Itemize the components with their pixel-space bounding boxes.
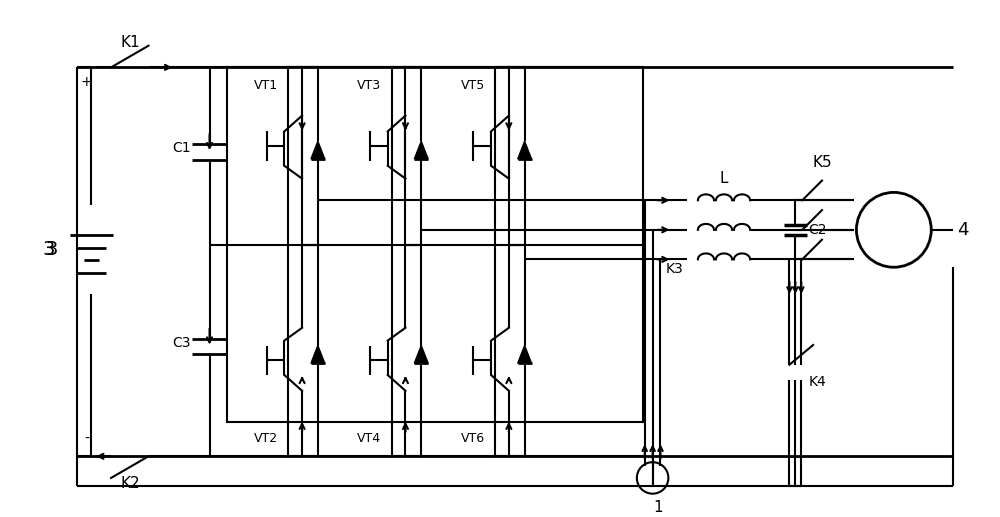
Text: L: L [720,171,728,186]
Bar [227,67,643,422]
Text: K3: K3 [665,262,683,276]
Text: VT1: VT1 [254,79,278,92]
Text: K5: K5 [812,156,832,171]
Text: K1: K1 [121,35,141,50]
Text: C2: C2 [808,223,826,237]
Text: 1: 1 [654,500,663,515]
Text: VT5: VT5 [461,79,485,92]
Text: VT2: VT2 [254,432,278,445]
Polygon shape [414,141,428,159]
Polygon shape [311,141,325,159]
Text: K4: K4 [808,375,826,389]
Text: VT6: VT6 [461,432,485,445]
Polygon shape [414,345,428,363]
Text: 3: 3 [46,240,58,259]
Text: +: + [81,75,92,89]
Text: VT4: VT4 [357,432,381,445]
Text: 4: 4 [957,221,969,239]
Polygon shape [518,345,532,363]
Text: C3: C3 [173,336,191,349]
Text: 3: 3 [43,240,55,259]
Text: VT3: VT3 [357,79,381,92]
Text: -: - [84,432,89,446]
Text: K2: K2 [121,476,141,491]
Text: C1: C1 [173,141,191,155]
Polygon shape [518,141,532,159]
Polygon shape [311,345,325,363]
